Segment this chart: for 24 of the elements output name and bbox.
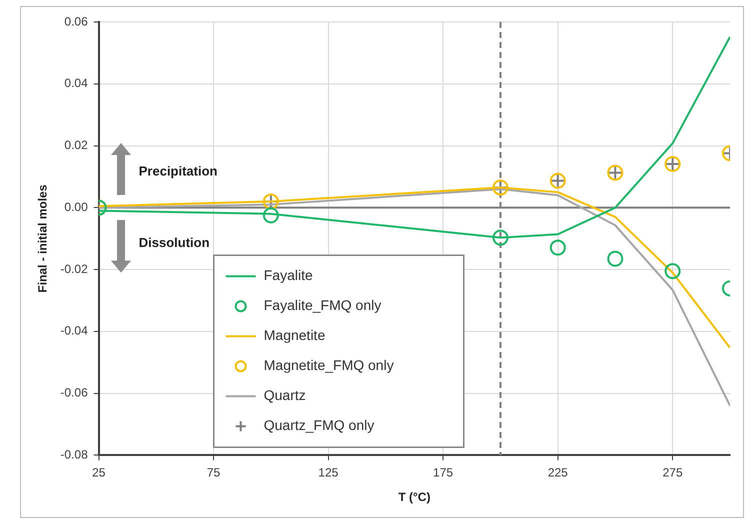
legend-label: Magnetite_FMQ only [264,357,394,374]
x-tick-label: 175 [433,466,454,480]
y-tick-label: 0.00 [64,200,88,214]
x-tick-label: 125 [318,466,339,480]
x-tick-label: 75 [206,466,221,480]
annotation: Dissolution [138,234,210,250]
x-tick-label: 275 [662,466,683,480]
legend-label: Magnetite [264,327,326,344]
x-axis-title: T (°C) [398,490,430,504]
y-tick-label: 0.02 [64,138,88,152]
legend-label: Fayalite [264,267,313,284]
legend-label: Fayalite_FMQ only [264,297,382,314]
annotation: Precipitation [138,164,218,179]
y-tick-label: -0.04 [60,324,88,338]
y-tick-label: 0.06 [64,14,88,28]
y-tick-label: -0.02 [60,262,88,276]
y-tick-label: -0.06 [60,386,88,400]
x-tick-label: 225 [548,466,568,480]
legend-label: Quartz [264,387,306,404]
x-tick-label: 25 [92,466,106,480]
legend-label: Quartz_FMQ only [264,417,374,434]
y-tick-label: -0.08 [60,448,88,462]
y-tick-label: 0.04 [64,76,88,90]
y-axis-title: Final - initial moles [36,184,50,293]
